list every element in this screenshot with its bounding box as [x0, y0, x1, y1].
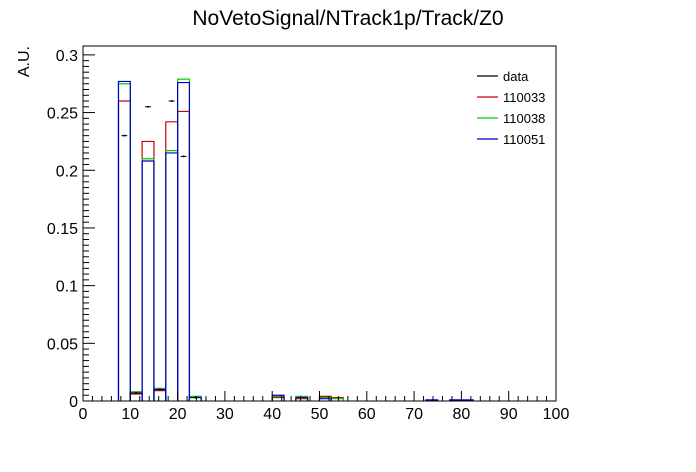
- point-3: [158, 388, 161, 391]
- chart-title: NoVetoSignal/NTrack1p/Track/Z0: [192, 7, 503, 30]
- bar-110051-2: [141, 160, 155, 401]
- x-tick-label-3: 30: [216, 406, 234, 423]
- bar-110051-0: [117, 80, 131, 401]
- point-2: [147, 105, 150, 108]
- point-1: [135, 391, 138, 394]
- y-tick-label-4: 0.2: [56, 163, 78, 180]
- legend-label-110051: 110051: [503, 132, 545, 147]
- x-tick-label-8: 80: [453, 406, 471, 423]
- x-tick-label-7: 70: [405, 406, 423, 423]
- y-tick-label-6: 0.3: [56, 48, 78, 65]
- legend-label-110038: 110038: [503, 111, 545, 126]
- data-points: [121, 100, 199, 399]
- y-tick-label-3: 0.15: [47, 221, 78, 238]
- x-tick-label-4: 40: [263, 406, 281, 423]
- x-tick-label-9: 90: [500, 406, 518, 423]
- point-6: [194, 396, 197, 399]
- bar-110051-5: [177, 81, 191, 401]
- series-histograms: [117, 78, 474, 401]
- y-tick-label-0: 0: [69, 394, 78, 411]
- point-0: [123, 134, 126, 137]
- bar-110051-8: [295, 396, 309, 401]
- y-axis-label: A.U.: [16, 46, 33, 77]
- x-tick-label-10: 100: [543, 406, 570, 423]
- point-5: [182, 155, 185, 158]
- point-4: [170, 100, 173, 103]
- y-tick-label-5: 0.25: [47, 106, 78, 123]
- y-tick-label-1: 0.05: [47, 336, 78, 353]
- x-tick-label-5: 50: [311, 406, 329, 423]
- bar-110051-10: [425, 399, 439, 401]
- legend-label-110033: 110033: [503, 90, 545, 105]
- x-tick-label-2: 20: [169, 406, 187, 423]
- legend: data 110033 110038 110051: [477, 69, 545, 147]
- legend-label-data: data: [503, 69, 529, 84]
- x-tick-label-1: 10: [121, 406, 139, 423]
- x-tick-label-6: 60: [358, 406, 376, 423]
- x-axis: 0 10 20 30 40 50 60 70 80 90 100: [79, 391, 570, 423]
- x-tick-label-0: 0: [79, 406, 88, 423]
- y-axis: 0 0.05 0.1 0.15 0.2 0.25 0.3: [47, 48, 95, 411]
- y-tick-label-2: 0.1: [56, 279, 78, 296]
